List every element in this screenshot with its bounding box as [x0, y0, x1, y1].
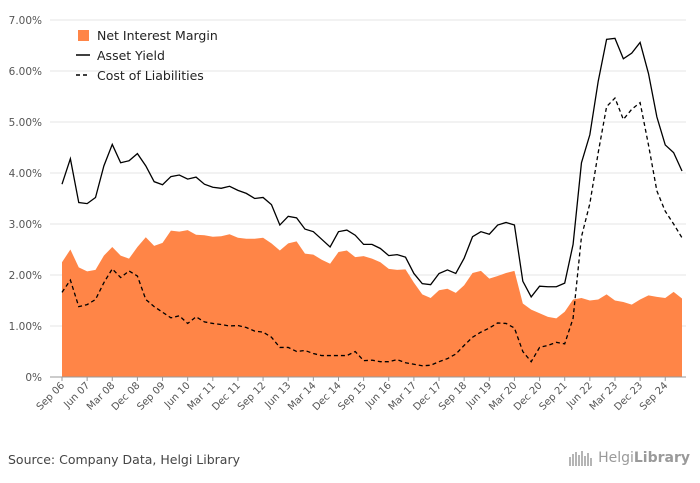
y-tick-label: 0%	[25, 372, 42, 384]
net-interest-margin-area-layer	[62, 230, 682, 377]
x-tick-label: Sep 09	[135, 380, 167, 412]
source-note: Source: Company Data, Helgi Library	[8, 452, 241, 467]
x-tick-label: Sep 15	[336, 380, 368, 412]
y-tick-label: 6.00%	[9, 66, 42, 78]
y-tick-label: 4.00%	[9, 168, 42, 180]
x-tick-label: Sep 18	[437, 380, 469, 412]
helgi-library-brand: Helgi Library	[568, 449, 690, 467]
brand-suffix: Library	[633, 450, 690, 466]
x-tick-label: Sep 06	[35, 380, 67, 412]
x-tick-label: Sep 12	[236, 380, 268, 412]
helgi-library-logo-icon	[569, 451, 593, 466]
x-tick-label: Sep 21	[537, 380, 569, 412]
brand-prefix: Helgi	[598, 450, 634, 466]
legend-label-cost-of-liabilities: Cost of Liabilities	[97, 68, 204, 83]
legend-label-net-interest-margin: Net Interest Margin	[97, 28, 218, 43]
x-tick-label: Sep 24	[638, 380, 670, 412]
y-tick-label: 5.00%	[9, 117, 42, 129]
net-interest-margin-area	[62, 230, 682, 377]
y-tick-label: 3.00%	[9, 219, 42, 231]
legend-swatch-net-interest-margin	[78, 30, 89, 41]
asset-yield-line	[61, 37, 683, 299]
legend-label-asset-yield: Asset Yield	[97, 48, 165, 63]
y-tick-label: 2.00%	[9, 270, 42, 282]
y-tick-label: 1.00%	[9, 321, 42, 333]
y-tick-label: 7.00%	[9, 15, 42, 27]
series-lines-layer	[61, 37, 683, 367]
legend: Net Interest Margin Asset Yield Cost of …	[76, 28, 218, 83]
cost-of-liabilities-line	[61, 96, 683, 367]
